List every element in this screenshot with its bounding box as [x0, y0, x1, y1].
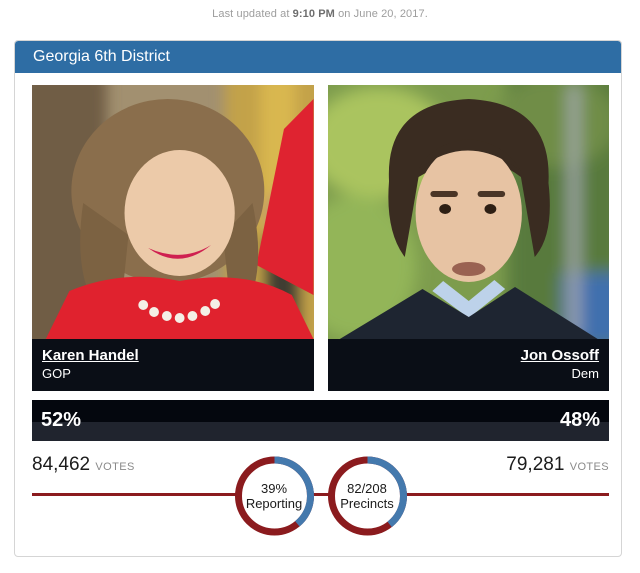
race-header: Georgia 6th District: [15, 41, 621, 73]
votes-ossoff: 79,281 VOTES: [506, 454, 609, 476]
votes-label: VOTES: [569, 461, 609, 473]
divider-line: [32, 493, 609, 496]
candidate-party: GOP: [42, 366, 71, 381]
reporting-gauge-ring: [234, 456, 314, 536]
karen-handel-photo-placeholder: [32, 85, 314, 339]
jon-ossoff-photo-placeholder: [327, 85, 609, 339]
last-updated-time: 9:10 PM: [292, 8, 335, 20]
reporting-label: Reporting: [245, 496, 303, 511]
last-updated-suffix: on June 20, 2017.: [338, 8, 428, 20]
precincts-fraction: 82/208: [347, 481, 387, 496]
votes-count: 84,462: [32, 454, 91, 475]
precincts-gauge-text: 82/208 Precincts: [327, 456, 407, 536]
race-card: Georgia 6th District: [14, 40, 622, 557]
percent-ossoff: 48%: [559, 409, 600, 431]
last-updated: Last updated at 9:10 PM on June 20, 2017…: [0, 8, 640, 20]
votes-label: VOTES: [95, 461, 135, 473]
vote-stats: 84,462 VOTES 79,281 VOTES 39% Reporting: [32, 441, 609, 556]
race-title: Georgia 6th District: [33, 48, 170, 65]
last-updated-prefix: Last updated at: [212, 8, 290, 20]
candidate-photos: Karen Handel GOP: [32, 85, 609, 391]
precincts-gauge-ring: [327, 456, 407, 536]
reporting-gauge: 39% Reporting: [234, 456, 314, 536]
candidate-party: Dem: [571, 366, 599, 381]
percent-handel: 52%: [41, 409, 82, 431]
reporting-percent: 39%: [260, 481, 288, 496]
results-percent-bar: 52% 48%: [32, 400, 609, 441]
candidate-caption-handel: Karen Handel GOP: [32, 339, 314, 391]
votes-count: 79,281: [506, 454, 565, 475]
candidate-name-link[interactable]: Jon Ossoff: [520, 347, 599, 364]
candidate-photo-jon-ossoff: Jon Ossoff Dem: [327, 85, 609, 391]
reporting-gauge-text: 39% Reporting: [234, 456, 314, 536]
precincts-gauge: 82/208 Precincts: [327, 456, 407, 536]
candidate-name-link[interactable]: Karen Handel: [42, 347, 139, 364]
candidate-photo-karen-handel: Karen Handel GOP: [32, 85, 314, 391]
precincts-label: Precincts: [340, 496, 394, 511]
gauges: 39% Reporting 82/208 Precincts: [234, 456, 407, 536]
candidate-caption-ossoff: Jon Ossoff Dem: [327, 339, 609, 391]
votes-handel: 84,462 VOTES: [32, 454, 135, 476]
